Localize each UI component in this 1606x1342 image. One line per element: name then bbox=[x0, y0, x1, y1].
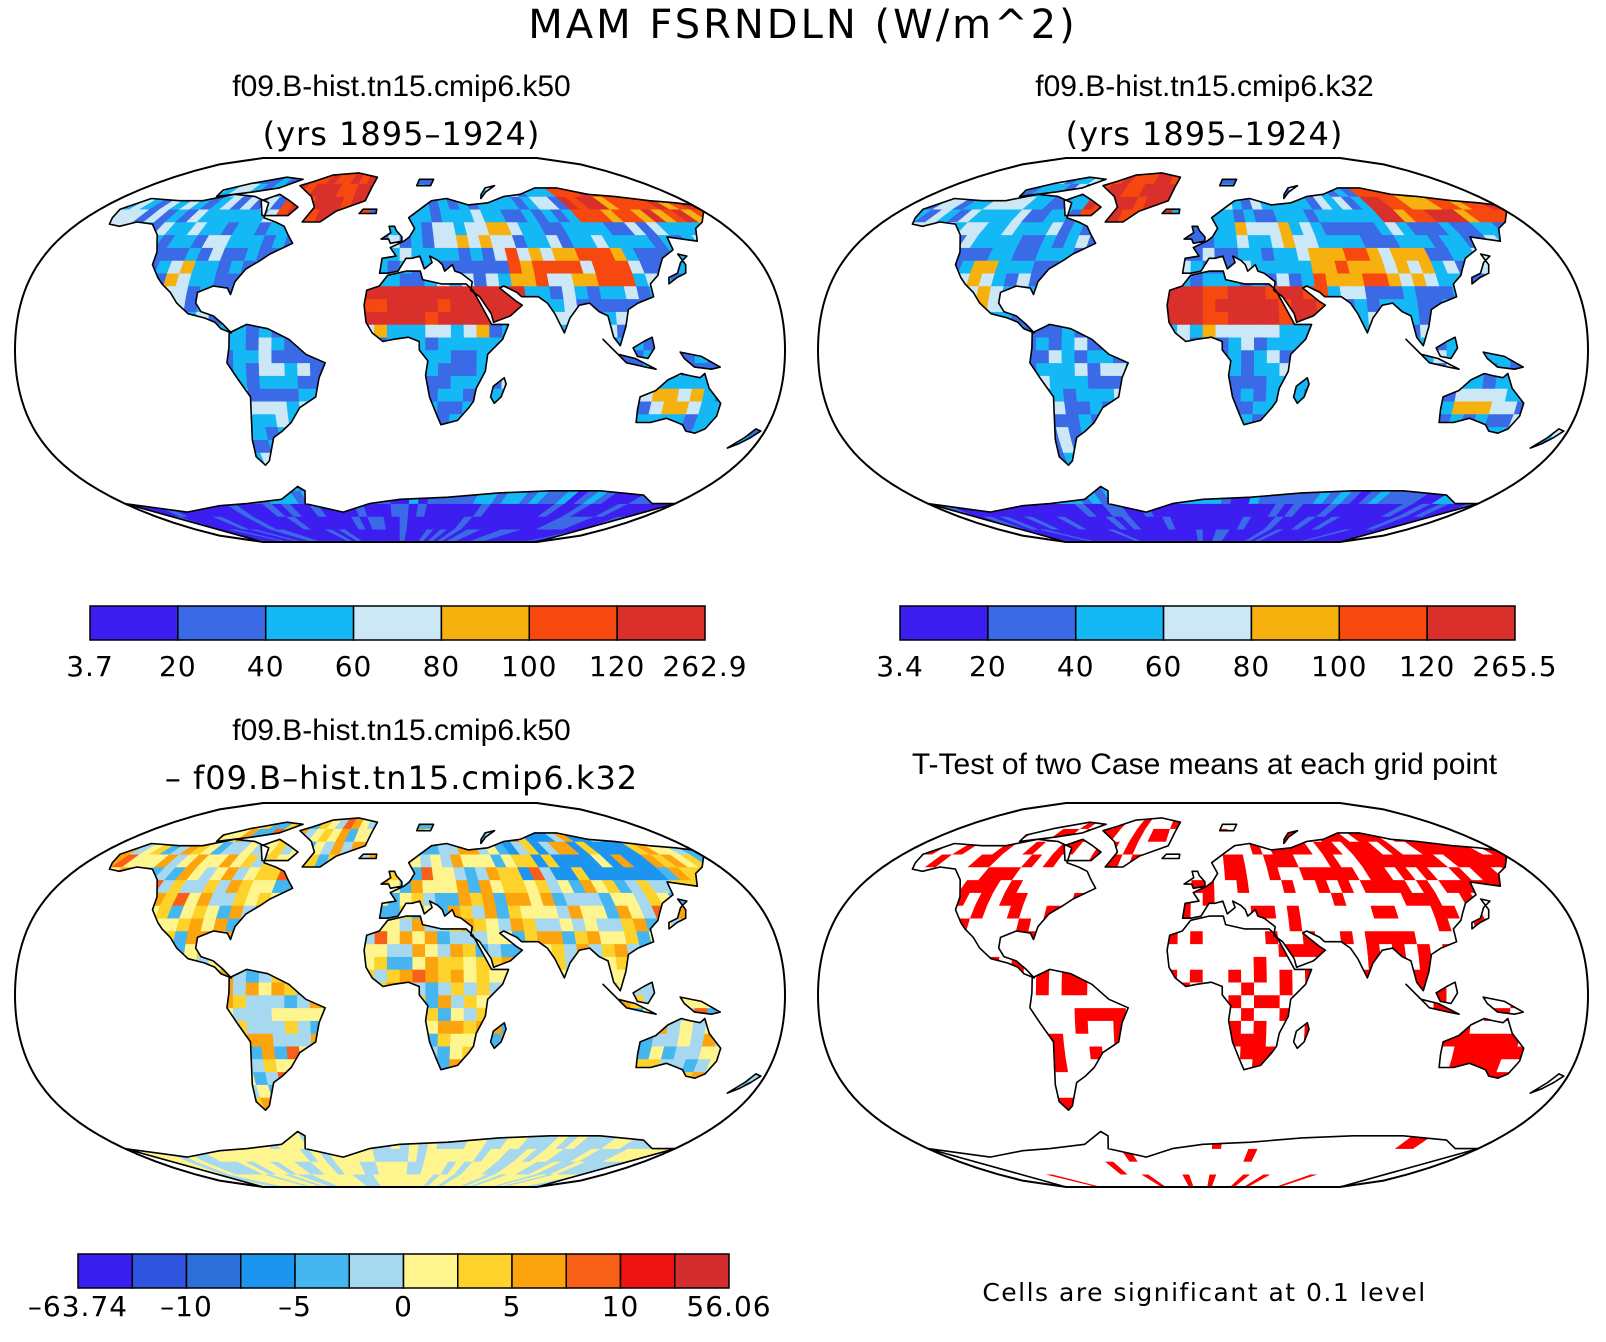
colorbar-swatch bbox=[987, 605, 1077, 641]
colorbar-swatch bbox=[402, 1253, 459, 1289]
colorbar-swatch bbox=[528, 605, 618, 641]
colorbar-k32-labels: 3.4 20 40 60 80 100 120 265.5 bbox=[803, 650, 1606, 690]
colorbar-swatch bbox=[1338, 605, 1428, 641]
colorbar-k50 bbox=[89, 605, 706, 641]
colorbar-label: 5 bbox=[502, 1290, 522, 1323]
colorbar-label: 60 bbox=[334, 650, 373, 683]
colorbar-swatch bbox=[89, 605, 179, 641]
colorbar-label: 120 bbox=[1398, 650, 1456, 683]
colorbar-swatch bbox=[348, 1253, 405, 1289]
colorbar-swatch bbox=[1074, 605, 1165, 641]
panel-ttest-title: T-Test of two Case means at each grid po… bbox=[911, 748, 1498, 781]
colorbar-swatch bbox=[674, 1253, 730, 1289]
colorbar-label: 3.4 bbox=[876, 650, 924, 683]
colorbar-label: 56.06 bbox=[686, 1290, 772, 1323]
colorbar-label: 80 bbox=[1232, 650, 1271, 683]
map-k50 bbox=[13, 157, 787, 543]
colorbar-label: 20 bbox=[159, 650, 197, 683]
colorbar-label: 40 bbox=[246, 650, 285, 683]
map-ttest bbox=[816, 802, 1590, 1188]
colorbar-swatch bbox=[619, 1253, 676, 1289]
panel-k50-subtitle: (yrs 1895–1924) bbox=[262, 115, 541, 153]
colorbar-swatch bbox=[1250, 605, 1341, 641]
colorbar-label: 0 bbox=[394, 1290, 413, 1323]
colorbar-diff bbox=[77, 1253, 730, 1289]
colorbar-diff-labels: –63.74 –10 –5 0 5 10 56.06 bbox=[0, 1290, 803, 1330]
colorbar-label: 265.5 bbox=[1472, 650, 1558, 683]
panel-diff-title: f09.B-hist.tn15.cmip6.k50 bbox=[232, 714, 571, 747]
colorbar-swatch bbox=[565, 1253, 622, 1289]
colorbar-swatch bbox=[77, 1253, 133, 1289]
figure-title: MAM FSRNDLN (W/m^2) bbox=[528, 2, 1078, 48]
colorbar-swatch bbox=[294, 1253, 350, 1289]
colorbar-swatch bbox=[616, 605, 706, 641]
panel-k32-title: f09.B-hist.tn15.cmip6.k32 bbox=[1035, 70, 1374, 103]
colorbar-label: 100 bbox=[501, 650, 558, 683]
significance-note: Cells are significant at 0.1 level bbox=[982, 1278, 1427, 1307]
colorbar-label: 10 bbox=[601, 1290, 640, 1323]
colorbar-swatch bbox=[185, 1253, 242, 1289]
map-diff bbox=[13, 802, 787, 1188]
colorbar-label: 100 bbox=[1311, 650, 1368, 683]
colorbar-label: –10 bbox=[160, 1290, 213, 1323]
colorbar-label: 60 bbox=[1144, 650, 1183, 683]
colorbar-label: 20 bbox=[969, 650, 1007, 683]
colorbar-swatch bbox=[899, 605, 989, 641]
colorbar-swatch bbox=[440, 605, 531, 641]
colorbar-swatch bbox=[352, 605, 443, 641]
colorbar-label: 80 bbox=[422, 650, 461, 683]
colorbar-swatch bbox=[1426, 605, 1516, 641]
colorbar-label: –63.74 bbox=[27, 1290, 129, 1323]
colorbar-swatch bbox=[177, 605, 267, 641]
colorbar-swatch bbox=[1162, 605, 1253, 641]
colorbar-label: 262.9 bbox=[662, 650, 748, 683]
map-k32 bbox=[816, 157, 1590, 543]
colorbar-k50-labels: 3.7 20 40 60 80 100 120 262.9 bbox=[0, 650, 803, 690]
colorbar-swatch bbox=[457, 1253, 513, 1289]
colorbar-label: 40 bbox=[1056, 650, 1095, 683]
colorbar-label: 3.7 bbox=[66, 650, 114, 683]
colorbar-label: 120 bbox=[588, 650, 646, 683]
panel-diff-subtitle: – f09.B–hist.tn15.cmip6.k32 bbox=[164, 759, 639, 797]
colorbar-swatch bbox=[511, 1253, 567, 1289]
colorbar-swatch bbox=[264, 605, 355, 641]
colorbar-swatch bbox=[131, 1253, 188, 1289]
panel-k32-subtitle: (yrs 1895–1924) bbox=[1065, 115, 1344, 153]
colorbar-k32 bbox=[899, 605, 1516, 641]
colorbar-swatch bbox=[240, 1253, 296, 1289]
colorbar-label: –5 bbox=[278, 1290, 312, 1323]
panel-k50-title: f09.B-hist.tn15.cmip6.k50 bbox=[232, 70, 571, 103]
